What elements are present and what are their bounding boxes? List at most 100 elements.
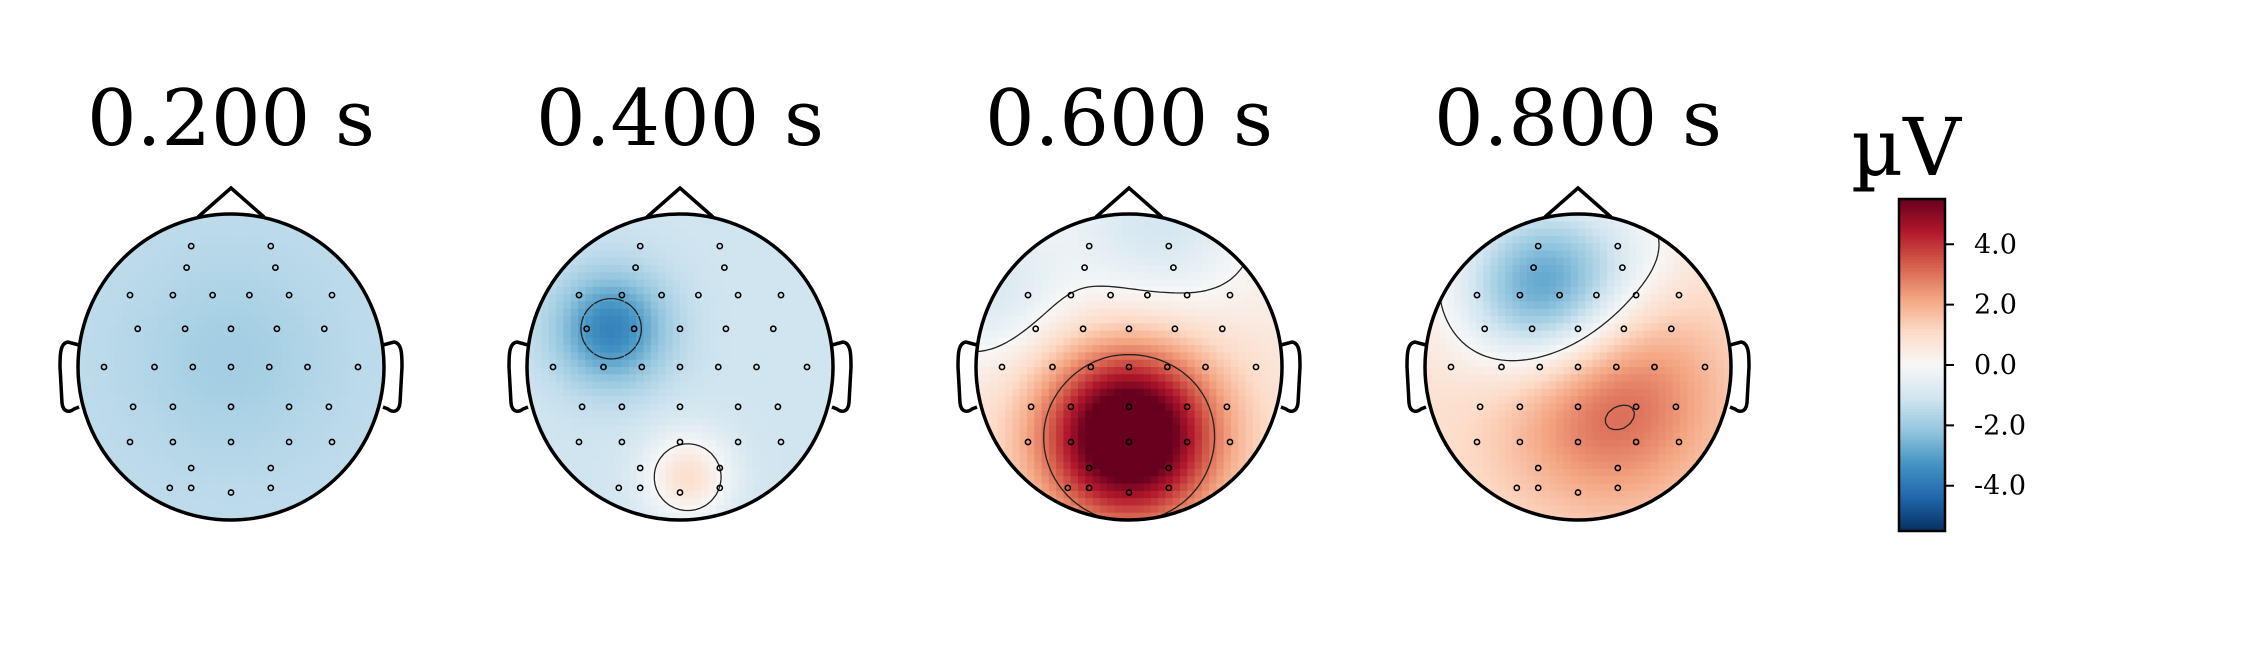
field-cell — [1070, 323, 1079, 332]
field-cell — [658, 432, 667, 441]
field-cell — [303, 250, 312, 259]
field-cell — [158, 454, 167, 463]
field-cell — [752, 476, 761, 485]
field-cell — [716, 265, 725, 273]
field-cell — [1194, 257, 1203, 266]
field-cell — [252, 235, 261, 244]
field-cell — [534, 410, 543, 419]
field-cell — [658, 403, 667, 412]
field-cell — [194, 498, 203, 507]
field-cell — [643, 432, 652, 441]
field-cell — [1260, 381, 1269, 390]
field-cell — [556, 337, 565, 346]
field-cell — [282, 308, 290, 317]
field-cell — [325, 352, 334, 361]
field-cell — [1643, 265, 1652, 273]
sensor-dot — [549, 363, 557, 371]
field-cell — [1165, 250, 1174, 259]
field-cell — [1194, 367, 1203, 375]
field-cell — [1114, 235, 1123, 244]
field-cell — [527, 359, 535, 368]
field-cell — [1114, 432, 1123, 441]
field-cell — [658, 301, 667, 310]
field-cell — [216, 447, 225, 456]
field-cell — [354, 388, 363, 397]
field-cell — [1099, 257, 1108, 266]
field-cell — [811, 359, 820, 368]
field-cell — [274, 461, 283, 470]
field-cell — [333, 294, 341, 303]
field-cell — [1614, 250, 1623, 259]
field-cell — [694, 257, 703, 266]
field-cell — [201, 469, 210, 477]
field-cell — [1519, 257, 1528, 266]
field-cell — [1136, 439, 1145, 448]
field-cell — [354, 301, 363, 310]
field-cell — [252, 425, 261, 434]
field-cell — [1041, 323, 1050, 332]
field-cell — [1216, 425, 1225, 434]
field-cell — [1041, 483, 1050, 492]
field-cell — [129, 418, 137, 426]
field-cell — [578, 374, 586, 383]
field-cell — [165, 272, 174, 281]
field-cell — [1005, 359, 1014, 368]
field-cell — [534, 381, 543, 390]
field-cell — [333, 337, 341, 346]
field-cell — [687, 250, 696, 259]
field-cell — [1209, 272, 1218, 281]
field-cell — [1187, 337, 1196, 346]
field-cell — [1070, 447, 1079, 456]
field-cell — [1260, 352, 1269, 361]
field-cell — [1027, 250, 1035, 259]
field-cell — [194, 388, 203, 397]
field-cell — [650, 272, 659, 281]
field-cell — [194, 418, 203, 426]
field-cell — [267, 352, 276, 361]
field-cell — [665, 323, 674, 332]
field-cell — [143, 301, 152, 310]
field-cell — [1034, 469, 1043, 477]
field-cell — [325, 308, 334, 317]
field-cell — [1056, 374, 1065, 383]
field-cell — [85, 345, 94, 354]
field-cell — [1034, 243, 1043, 252]
field-cell — [716, 483, 725, 492]
field-cell — [1078, 505, 1086, 514]
field-cell — [752, 301, 761, 310]
field-cell — [1085, 323, 1094, 332]
field-cell — [738, 432, 747, 441]
field-cell — [347, 374, 356, 383]
field-cell — [150, 301, 159, 310]
field-cell — [223, 265, 232, 273]
field-cell — [274, 418, 283, 426]
field-cell — [252, 476, 261, 485]
field-cell — [245, 359, 254, 368]
field-cell — [267, 265, 276, 273]
field-cell — [665, 214, 674, 222]
field-cell — [1194, 330, 1203, 339]
field-cell — [1461, 279, 1470, 288]
sensor-markers — [100, 242, 362, 496]
field-cell — [1614, 243, 1623, 252]
sensor-dot — [328, 438, 336, 446]
field-cell — [1121, 301, 1130, 310]
field-cell — [1194, 418, 1203, 426]
field-cell — [1701, 265, 1710, 273]
field-cell — [252, 337, 261, 346]
field-cell — [1041, 432, 1050, 441]
field-cell — [650, 250, 659, 259]
field-cell — [629, 490, 637, 499]
field-cell — [1034, 301, 1043, 310]
field-cell — [340, 418, 349, 426]
field-cell — [1114, 330, 1123, 339]
field-cell — [1048, 418, 1057, 426]
field-cell — [223, 418, 232, 426]
field-cell — [1099, 279, 1108, 288]
field-cell — [738, 257, 747, 266]
field-cell — [1180, 272, 1188, 281]
field-cell — [723, 367, 732, 375]
field-cell — [548, 418, 557, 426]
field-cell — [1519, 228, 1528, 237]
field-cell — [369, 381, 378, 390]
